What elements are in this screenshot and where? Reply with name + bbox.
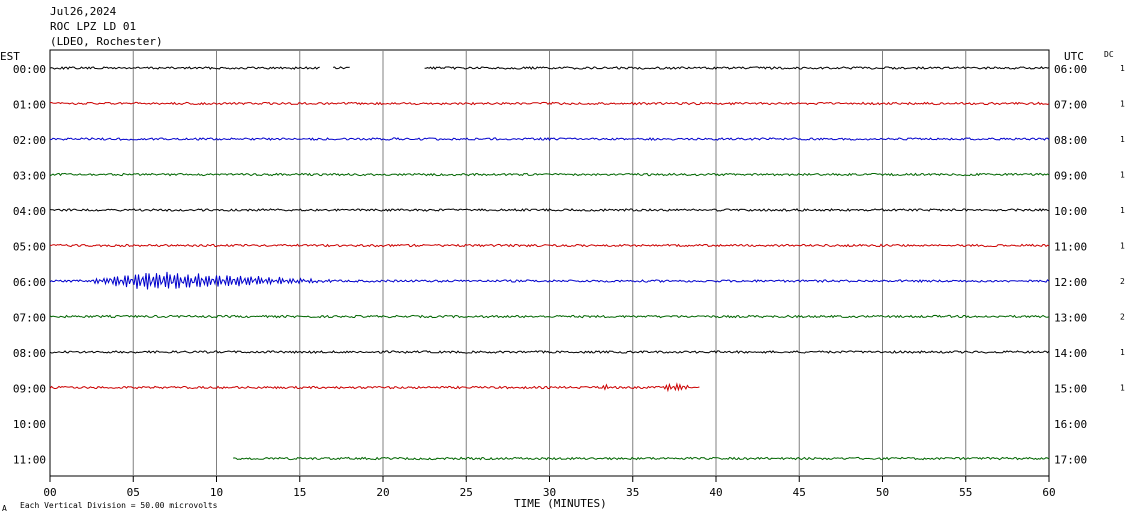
utc-row-label: 15:00 xyxy=(1054,383,1087,396)
trace-0200 xyxy=(49,137,1050,141)
trace-0000 xyxy=(332,66,350,70)
x-axis-title: TIME (MINUTES) xyxy=(514,497,607,510)
utc-row-label: 12:00 xyxy=(1054,276,1087,289)
utc-row-label: 10:00 xyxy=(1054,205,1087,218)
scale-note: Each Vertical Division = 50.00 microvolt… xyxy=(20,501,218,510)
x-tick-label: 20 xyxy=(376,486,389,499)
est-row-label: 07:00 xyxy=(13,312,46,325)
utc-row-label: 07:00 xyxy=(1054,99,1087,112)
trace-0500 xyxy=(49,243,1050,248)
x-tick-label: 05 xyxy=(127,486,140,499)
x-tick-label: 60 xyxy=(1042,486,1055,499)
utc-row-label: 13:00 xyxy=(1054,312,1087,325)
dc-value: 2 xyxy=(1120,313,1125,322)
est-row-label: 03:00 xyxy=(13,170,46,183)
header-date: Jul26,2024 xyxy=(50,5,117,18)
x-axis: 00 05 10 15 20 25 30 35 40 45 50 55 60 xyxy=(43,476,1056,499)
utc-row-label: 09:00 xyxy=(1054,170,1087,183)
x-tick-label: 50 xyxy=(876,486,889,499)
dc-value: 1 xyxy=(1120,135,1125,144)
trace-0300 xyxy=(49,172,1050,177)
x-tick-label: 45 xyxy=(793,486,806,499)
trace-0400 xyxy=(49,208,1050,212)
utc-row-label: 06:00 xyxy=(1054,63,1087,76)
header-station: ROC LPZ LD 01 xyxy=(50,20,136,33)
est-row-label: 08:00 xyxy=(13,347,46,360)
utc-row-label: 16:00 xyxy=(1054,418,1087,431)
x-tick-label: 25 xyxy=(460,486,473,499)
est-row-label: 05:00 xyxy=(13,241,46,254)
dc-value: 1 xyxy=(1120,384,1125,393)
est-row-label: 02:00 xyxy=(13,134,46,147)
trace-0800 xyxy=(49,350,1050,354)
trace-1100 xyxy=(233,456,1050,461)
trace-0900 xyxy=(49,382,700,393)
vertical-grid xyxy=(132,50,967,476)
x-tick-label: 15 xyxy=(293,486,306,499)
x-tick-label: 40 xyxy=(709,486,722,499)
dc-value: 2 xyxy=(1120,277,1125,286)
est-row-label: 11:00 xyxy=(13,454,46,467)
dc-value: 1 xyxy=(1120,64,1125,73)
utc-row-label: 14:00 xyxy=(1054,347,1087,360)
utc-row-label: 17:00 xyxy=(1054,454,1087,467)
trace-0000 xyxy=(49,66,320,70)
x-tick-label: 55 xyxy=(959,486,972,499)
dc-value: 1 xyxy=(1120,100,1125,109)
dc-value: 1 xyxy=(1120,171,1125,180)
est-row-label: 10:00 xyxy=(13,418,46,431)
est-row-label: 09:00 xyxy=(13,383,46,396)
est-axis-label: EST xyxy=(0,50,20,63)
row-labels: 00:00 06:00 1 01:00 07:00 1 02:00 08:00 1 03:00 09… xyxy=(13,63,1125,467)
dc-value: 1 xyxy=(1120,206,1125,215)
trace-0000 xyxy=(424,66,1050,70)
trace-0700 xyxy=(49,314,1050,319)
est-row-label: 06:00 xyxy=(13,276,46,289)
x-tick-label: 30 xyxy=(543,486,556,499)
seismic-traces xyxy=(49,66,1050,461)
utc-axis-label: UTC xyxy=(1064,50,1084,63)
x-tick-label: 00 xyxy=(43,486,56,499)
x-tick-label: 35 xyxy=(626,486,639,499)
trace-0100 xyxy=(49,101,1050,106)
dc-value: 1 xyxy=(1120,242,1125,251)
x-tick-label: 10 xyxy=(210,486,223,499)
utc-row-label: 11:00 xyxy=(1054,241,1087,254)
header-location: (LDEO, Rochester) xyxy=(50,35,163,48)
est-row-label: 00:00 xyxy=(13,63,46,76)
dc-column-label: DC xyxy=(1104,50,1114,59)
utc-row-label: 08:00 xyxy=(1054,134,1087,147)
dc-value: 1 xyxy=(1120,348,1125,357)
corner-mark: A xyxy=(2,504,7,513)
trace-0600 xyxy=(49,271,1050,290)
est-row-label: 01:00 xyxy=(13,99,46,112)
est-row-label: 04:00 xyxy=(13,205,46,218)
